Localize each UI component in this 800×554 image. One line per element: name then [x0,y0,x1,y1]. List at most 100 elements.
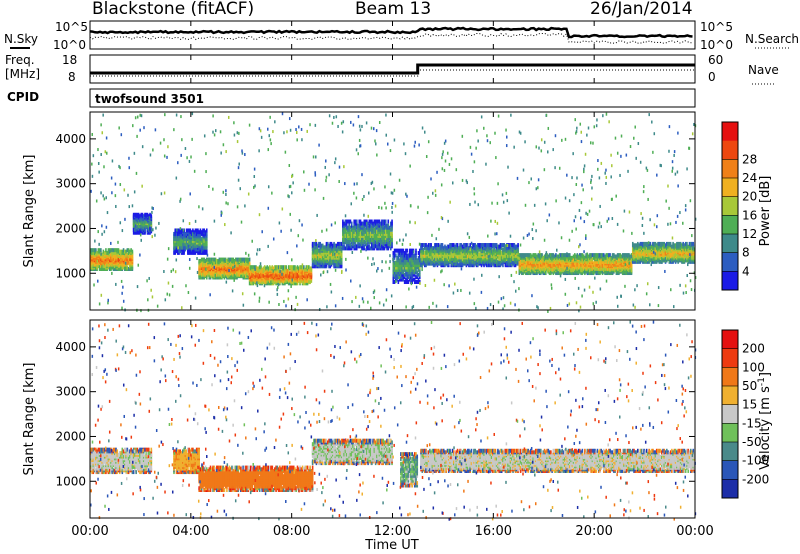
power-cell [572,271,575,276]
power-cell [362,223,364,228]
power-cell [403,255,406,260]
power-cell [524,271,527,276]
power-cell [358,219,361,224]
power-cell [350,221,353,226]
power-cell [142,216,145,221]
power-cell [408,260,411,265]
power-cell [416,272,419,277]
power-cell [354,231,357,236]
power-cell [187,228,189,233]
power-cell [563,255,566,260]
power-cell [378,219,381,224]
power-cell [503,243,506,248]
power-cell [326,241,329,246]
power-cell [391,223,393,228]
power-cell [367,236,369,241]
power-cell [354,238,357,243]
power-cell [396,265,398,270]
power-cell [497,260,499,265]
power-cell [393,251,396,256]
power-cell [371,238,373,243]
power-cell [587,258,590,263]
power-cell [232,257,235,262]
power-cell [359,244,362,249]
power-cell [475,244,478,249]
power-cell [149,221,151,226]
power-cell [517,243,519,248]
power-cell [348,225,350,230]
noise-tick-top-right: 10^5 [700,20,733,34]
power-cell [147,214,150,219]
power-cell [397,251,400,256]
power-cell [542,255,545,260]
power-cell [316,260,319,265]
power-cell [405,267,407,272]
power-cell [383,238,386,243]
power-cell [396,275,398,280]
power-cell [93,248,96,253]
power-cell [395,260,397,265]
power-cell [353,227,356,232]
power-cell [531,254,533,259]
power-cell [406,277,408,282]
power-cell [591,253,594,258]
power-cell [344,219,347,224]
power-cell [402,270,405,275]
power-cell [420,249,422,254]
power-cell [290,267,293,272]
power-cell [355,223,358,228]
power-cell [348,231,350,236]
power-cell [376,233,378,238]
power-cell [203,257,206,262]
power-cell [474,243,477,248]
power-cell [137,230,140,235]
power-cell [410,248,412,253]
power-cell [371,229,373,234]
power-cell [400,260,402,265]
power-cell [258,277,261,282]
power-cell [601,253,604,258]
power-cell [309,266,311,271]
power-cell [203,238,206,243]
power-cell [418,270,421,275]
power-cell [401,251,403,256]
power-cell [310,278,313,283]
power-cell [345,219,348,224]
power-cell [594,253,596,258]
power-cell [192,228,194,233]
power-cell [379,240,382,245]
power-cell [382,238,385,243]
power-cell [406,279,408,284]
power-cell [352,227,354,232]
power-cell [372,221,374,226]
power-cell [387,219,390,224]
power-cell [358,244,361,249]
power-cell [359,231,362,236]
power-cell [401,253,403,258]
power-cell [344,229,347,234]
power-cell [400,272,402,277]
power-cell [608,260,610,265]
power-cell [412,258,415,263]
power-cell [431,246,434,251]
power-cell [349,242,352,247]
power-cell [401,277,403,282]
power-cell [364,219,367,224]
power-cell [575,271,577,276]
power-cell [400,248,402,253]
power-cell [386,229,388,234]
power-cell [565,253,567,258]
power-cell [600,253,603,258]
power-cell [233,269,236,274]
power-cell [214,272,217,277]
power-cell [214,260,217,265]
power-cell [615,268,618,273]
power-cell [270,280,272,285]
power-cell [411,275,414,280]
power-cell [142,214,145,219]
power-cell [615,260,618,265]
power-cell [547,254,550,259]
power-cell [436,243,439,248]
power-cell [415,248,417,253]
power-cell [261,267,264,272]
